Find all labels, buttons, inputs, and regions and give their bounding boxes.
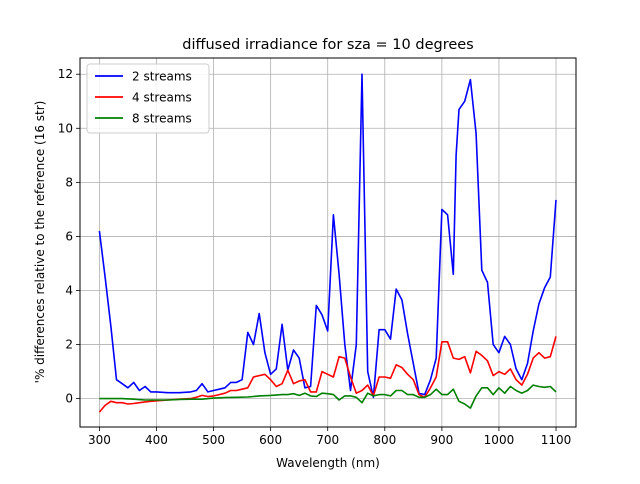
y-tick-label: 8 [65, 175, 73, 189]
x-tick-label: 1100 [541, 433, 572, 447]
y-tick-label: 0 [65, 392, 73, 406]
y-tick-label: 2 [65, 338, 73, 352]
legend: 2 streams 4 streams 8 streams [86, 63, 210, 134]
x-tick-label: 700 [316, 433, 339, 447]
legend-label: 2 streams [132, 70, 192, 84]
x-tick-label: 500 [202, 433, 225, 447]
legend-label: 4 streams [132, 91, 192, 105]
legend-label: 8 streams [132, 112, 192, 126]
y-tick-label: 4 [65, 283, 73, 297]
y-tick-label: 12 [58, 67, 73, 81]
x-tick-label: 600 [259, 433, 282, 447]
x-axis-ticks: 300 400 500 600 700 800 900 1000 1100 [88, 427, 571, 447]
y-axis-label: '% differences relative to the reference… [33, 101, 47, 384]
series-line-8-streams [99, 384, 557, 409]
x-tick-label: 900 [430, 433, 453, 447]
chart-title: diffused irradiance for sza = 10 degrees [182, 37, 474, 53]
series-lines [98, 73, 557, 413]
y-axis-ticks: 0 2 4 6 8 10 12 [58, 67, 80, 406]
y-tick-label: 6 [65, 229, 73, 243]
x-tick-label: 300 [88, 433, 111, 447]
series-line-2-streams [98, 73, 557, 399]
x-tick-label: 800 [373, 433, 396, 447]
y-tick-label: 10 [58, 121, 73, 135]
legend-box [86, 63, 210, 134]
x-tick-label: 400 [145, 433, 168, 447]
x-axis-label: Wavelength (nm) [276, 456, 380, 470]
x-tick-label: 1000 [484, 433, 515, 447]
